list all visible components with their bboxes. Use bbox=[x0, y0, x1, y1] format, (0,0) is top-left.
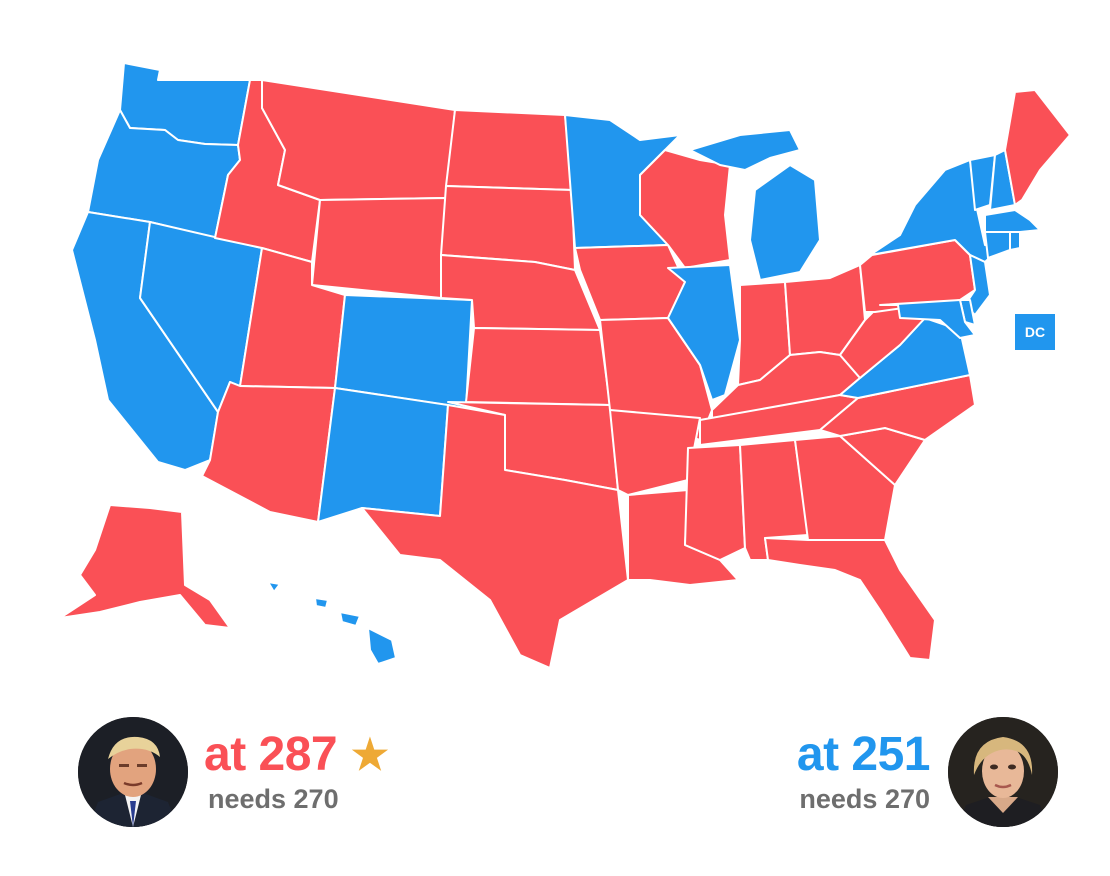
state-NJ[interactable] bbox=[964, 254, 991, 316]
state-HI[interactable] bbox=[267, 581, 397, 665]
right-tally: at 251 needs 270 bbox=[796, 728, 931, 815]
left-needs-text: needs 270 bbox=[208, 784, 339, 814]
state-DC[interactable] bbox=[1015, 314, 1055, 350]
state-CT[interactable] bbox=[984, 231, 1011, 259]
state-MD[interactable] bbox=[879, 299, 976, 339]
state-MI[interactable] bbox=[689, 129, 821, 281]
right-votes-line: at 251 bbox=[796, 728, 931, 781]
state-ME[interactable] bbox=[1004, 89, 1071, 206]
state-FL[interactable] bbox=[764, 537, 936, 661]
state-AK[interactable] bbox=[59, 504, 231, 629]
winner-star-icon: ★ bbox=[351, 731, 389, 778]
candidate-left: at 287 ★ needs 270 bbox=[78, 714, 389, 830]
state-MT[interactable] bbox=[261, 79, 456, 201]
left-votes-line: at 287 ★ bbox=[204, 728, 389, 781]
state-NM[interactable] bbox=[317, 387, 449, 523]
state-ND[interactable] bbox=[445, 109, 573, 191]
left-electoral-votes: at 287 bbox=[204, 728, 338, 781]
right-electoral-votes: at 251 bbox=[796, 728, 931, 781]
state-TX[interactable] bbox=[361, 404, 629, 669]
state-NY[interactable] bbox=[869, 159, 1001, 263]
state-AR[interactable] bbox=[609, 409, 701, 496]
state-WI[interactable] bbox=[639, 149, 731, 269]
candidate-right: at 251 needs 270 bbox=[797, 714, 1058, 830]
state-IL[interactable] bbox=[667, 264, 741, 401]
state-GA[interactable] bbox=[794, 435, 896, 541]
state-MA[interactable] bbox=[984, 209, 1041, 233]
dc-label: DC bbox=[1024, 324, 1046, 340]
left-tally: at 287 ★ needs 270 bbox=[204, 728, 389, 815]
state-WY[interactable] bbox=[311, 197, 447, 299]
state-KS[interactable] bbox=[465, 327, 611, 406]
state-MS[interactable] bbox=[684, 444, 746, 561]
state-AZ[interactable] bbox=[201, 381, 336, 523]
trump-avatar bbox=[78, 717, 188, 827]
clinton-avatar bbox=[948, 717, 1058, 827]
state-RI[interactable] bbox=[1009, 231, 1021, 251]
right-needs-text: needs 270 bbox=[799, 784, 930, 814]
